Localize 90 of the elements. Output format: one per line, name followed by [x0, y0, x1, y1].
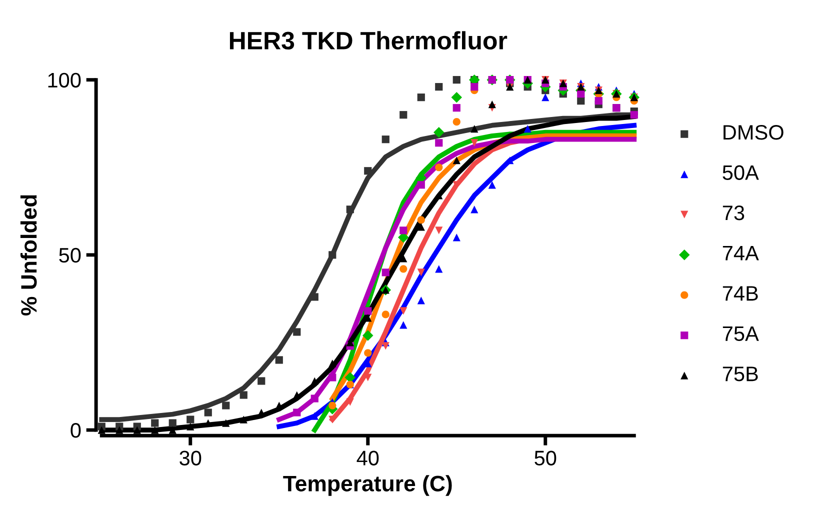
point	[382, 342, 390, 350]
y-tick-label: 100	[48, 72, 81, 88]
point	[488, 100, 496, 108]
point	[382, 310, 390, 318]
point	[328, 374, 336, 382]
point	[400, 321, 408, 329]
point	[417, 223, 425, 231]
point	[328, 360, 336, 368]
point	[222, 419, 230, 427]
point	[417, 296, 425, 304]
point	[400, 254, 408, 262]
point	[451, 92, 462, 103]
point	[364, 307, 372, 315]
point	[168, 419, 176, 427]
point	[186, 422, 194, 430]
point	[542, 94, 550, 102]
point	[434, 126, 444, 138]
legend-label: 50A	[722, 165, 759, 180]
point	[470, 125, 478, 133]
point	[364, 349, 372, 357]
point	[275, 356, 283, 364]
legend-label: 75B	[722, 366, 758, 382]
point	[452, 156, 460, 164]
point	[293, 391, 301, 399]
legend-label: 75A	[722, 326, 759, 342]
point	[470, 206, 478, 214]
point	[346, 398, 354, 406]
point	[310, 394, 318, 402]
point	[116, 426, 124, 434]
point	[328, 251, 336, 259]
point	[204, 408, 212, 416]
point	[417, 94, 425, 102]
point	[524, 125, 532, 133]
point	[452, 104, 460, 112]
point	[488, 181, 496, 189]
point	[240, 391, 248, 399]
point	[168, 426, 176, 434]
x-axis-title: Temperature (C)	[283, 475, 452, 496]
point	[577, 97, 585, 105]
point	[186, 416, 194, 424]
y-tick-label: 0	[70, 423, 81, 438]
point	[222, 402, 230, 410]
point	[435, 226, 443, 234]
point	[435, 164, 443, 172]
point	[310, 377, 318, 385]
x-tick-label: 40	[356, 450, 379, 466]
point	[417, 181, 425, 189]
point	[151, 426, 159, 434]
point	[630, 111, 638, 119]
point	[435, 83, 443, 91]
point	[452, 118, 460, 126]
point	[400, 226, 408, 234]
point	[400, 307, 408, 315]
legend-label: DMSO	[724, 125, 784, 140]
point	[310, 412, 318, 420]
point	[240, 416, 248, 424]
point	[362, 330, 374, 341]
point	[452, 76, 460, 84]
x-tick-label: 50	[534, 450, 556, 466]
point	[98, 426, 106, 434]
point	[594, 97, 602, 105]
point	[400, 265, 408, 273]
point	[417, 216, 425, 224]
point	[258, 377, 266, 385]
point	[310, 293, 318, 301]
point	[133, 426, 141, 434]
chart-title: HER3 TKD Thermofluor	[230, 31, 508, 50]
point	[293, 328, 301, 336]
point	[417, 268, 425, 276]
point	[293, 408, 301, 416]
point	[577, 90, 585, 98]
point	[364, 167, 372, 175]
point	[435, 139, 443, 147]
y-tick-label: 50	[59, 248, 81, 263]
legend-label: 74B	[722, 286, 758, 301]
point	[470, 139, 478, 147]
x-tick-label: 30	[180, 450, 202, 466]
point	[400, 111, 408, 119]
point	[151, 419, 159, 427]
point	[344, 372, 356, 383]
y-axis-title: % Unfolded	[20, 195, 37, 316]
point	[382, 136, 390, 144]
point	[382, 268, 390, 276]
legend-label: 73	[722, 206, 744, 220]
point	[452, 234, 460, 242]
point	[435, 265, 443, 273]
legend-label: 74A	[722, 246, 759, 260]
point	[328, 402, 336, 410]
point	[346, 206, 354, 214]
point	[470, 83, 478, 91]
